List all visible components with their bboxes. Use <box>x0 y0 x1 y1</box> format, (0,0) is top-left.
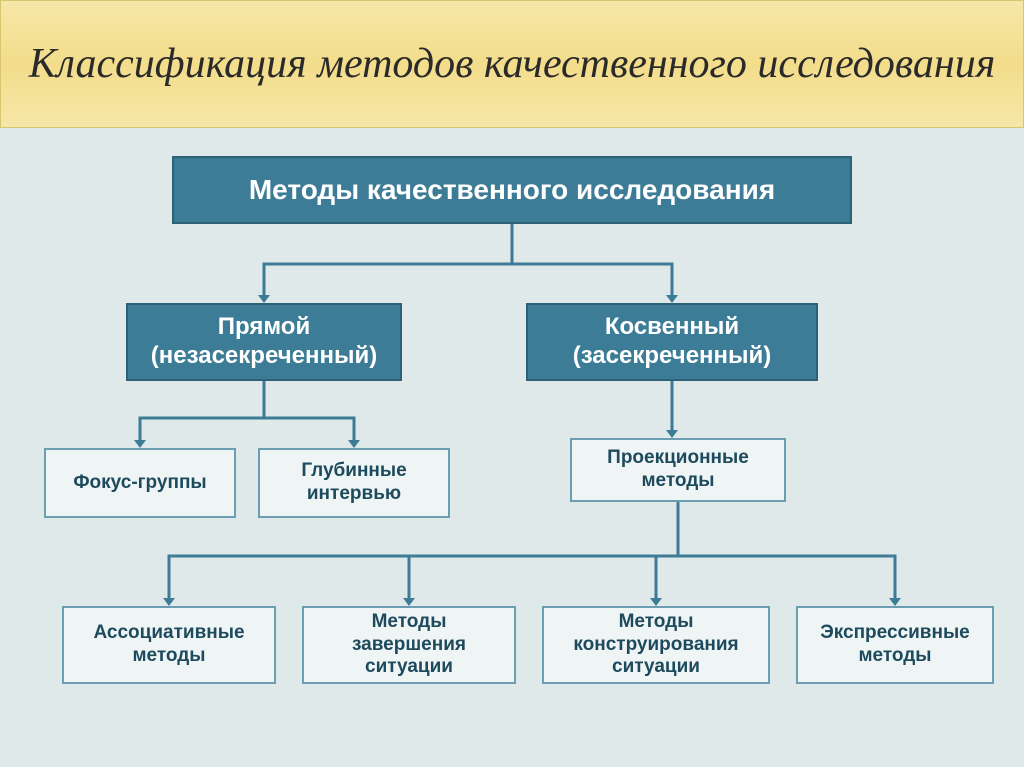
node-branch-label: Прямой (незасекреченный) <box>138 313 390 371</box>
node-branch-direct: Прямой (незасекреченный) <box>126 303 402 381</box>
node-leaf-completion: Методы завершения ситуации <box>302 606 516 684</box>
node-root: Методы качественного исследования <box>172 156 852 224</box>
node-leaf-label: Экспрессивные методы <box>808 622 982 668</box>
node-leaf-depth-interview: Глубинные интервью <box>258 448 450 518</box>
node-leaf-projection: Проекционные методы <box>570 438 786 502</box>
node-leaf-label: Глубинные интервью <box>270 460 438 506</box>
node-leaf-construction: Методы конструирования ситуации <box>542 606 770 684</box>
node-leaf-associative: Ассоциативные методы <box>62 606 276 684</box>
node-root-label: Методы качественного исследования <box>249 174 775 206</box>
node-leaf-label: Проекционные методы <box>582 447 774 493</box>
node-leaf-label: Методы завершения ситуации <box>314 611 504 679</box>
title-bar: Классификация методов качественного иссл… <box>0 0 1024 128</box>
diagram-canvas: Методы качественного исследования Прямой… <box>0 128 1024 767</box>
node-leaf-label: Фокус-группы <box>73 472 206 495</box>
page-title: Классификация методов качественного иссл… <box>29 40 995 88</box>
node-branch-label: Косвенный (засекреченный) <box>538 313 806 371</box>
node-leaf-label: Методы конструирования ситуации <box>554 611 758 679</box>
node-leaf-label: Ассоциативные методы <box>74 622 264 668</box>
node-leaf-focus-groups: Фокус-группы <box>44 448 236 518</box>
node-branch-indirect: Косвенный (засекреченный) <box>526 303 818 381</box>
node-leaf-expressive: Экспрессивные методы <box>796 606 994 684</box>
